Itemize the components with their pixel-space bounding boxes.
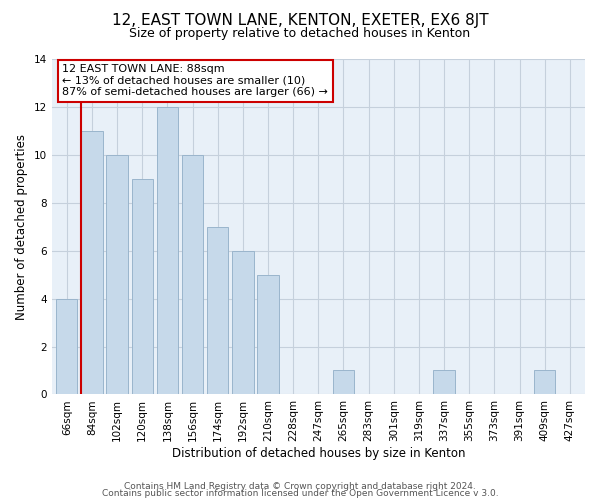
- Text: Contains public sector information licensed under the Open Government Licence v : Contains public sector information licen…: [101, 490, 499, 498]
- Bar: [106, 155, 128, 394]
- Bar: [207, 226, 229, 394]
- X-axis label: Distribution of detached houses by size in Kenton: Distribution of detached houses by size …: [172, 447, 465, 460]
- Bar: [81, 131, 103, 394]
- Bar: [333, 370, 354, 394]
- Bar: [157, 107, 178, 395]
- Bar: [56, 298, 77, 394]
- Bar: [534, 370, 556, 394]
- Bar: [131, 179, 153, 394]
- Bar: [232, 250, 254, 394]
- Text: Contains HM Land Registry data © Crown copyright and database right 2024.: Contains HM Land Registry data © Crown c…: [124, 482, 476, 491]
- Y-axis label: Number of detached properties: Number of detached properties: [15, 134, 28, 320]
- Bar: [257, 274, 279, 394]
- Text: 12, EAST TOWN LANE, KENTON, EXETER, EX6 8JT: 12, EAST TOWN LANE, KENTON, EXETER, EX6 …: [112, 12, 488, 28]
- Bar: [182, 155, 203, 394]
- Text: Size of property relative to detached houses in Kenton: Size of property relative to detached ho…: [130, 28, 470, 40]
- Text: 12 EAST TOWN LANE: 88sqm
← 13% of detached houses are smaller (10)
87% of semi-d: 12 EAST TOWN LANE: 88sqm ← 13% of detach…: [62, 64, 328, 97]
- Bar: [433, 370, 455, 394]
